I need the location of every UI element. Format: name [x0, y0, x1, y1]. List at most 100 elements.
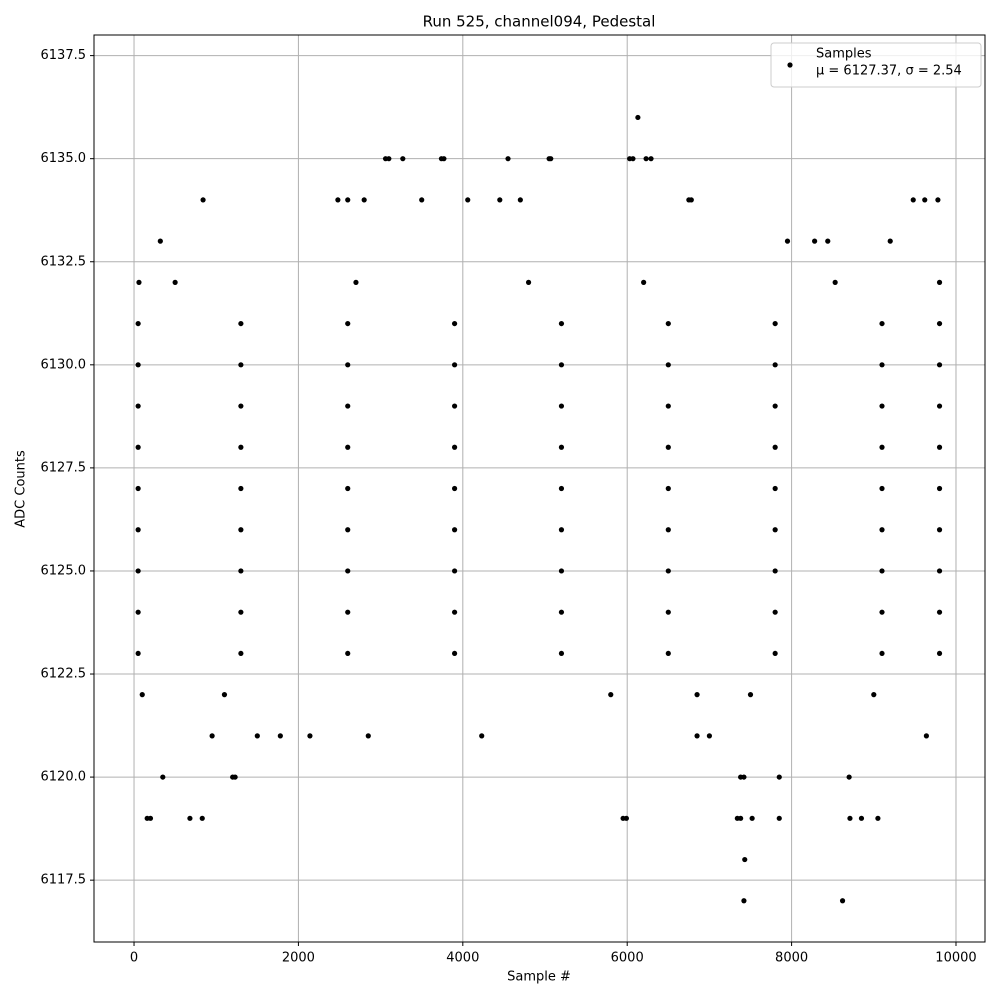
- point: [879, 320, 885, 327]
- point: [875, 815, 881, 821]
- point: [772, 650, 778, 657]
- point: [847, 815, 853, 821]
- point: [451, 527, 458, 533]
- point: [365, 733, 371, 739]
- point: [558, 650, 565, 657]
- point: [345, 568, 351, 574]
- point: [199, 815, 205, 821]
- point: [238, 609, 244, 615]
- point: [345, 527, 351, 533]
- point: [505, 156, 511, 162]
- point: [136, 279, 142, 285]
- legend-label: Samples: [816, 47, 872, 62]
- point: [238, 320, 244, 327]
- point: [209, 733, 215, 739]
- point: [345, 197, 351, 203]
- point: [936, 362, 943, 368]
- point: [419, 197, 425, 203]
- point: [936, 403, 943, 409]
- y-tick-label: 6122.5: [41, 667, 87, 682]
- point: [451, 320, 458, 327]
- point: [812, 238, 818, 244]
- point: [200, 197, 206, 203]
- point: [135, 650, 141, 657]
- point: [221, 692, 228, 698]
- point: [879, 403, 885, 409]
- point: [345, 609, 351, 615]
- point: [345, 444, 351, 450]
- point: [879, 527, 885, 533]
- point: [879, 444, 885, 450]
- point: [936, 527, 943, 533]
- point: [232, 774, 238, 780]
- point: [879, 650, 885, 657]
- y-tick-label: 6135.0: [41, 151, 87, 166]
- point: [936, 279, 943, 285]
- point: [922, 197, 928, 203]
- point: [558, 609, 565, 615]
- point: [238, 444, 244, 450]
- point: [936, 568, 943, 574]
- point: [451, 362, 458, 368]
- point: [742, 856, 748, 863]
- point: [135, 444, 141, 450]
- point: [694, 692, 700, 698]
- point: [517, 197, 523, 203]
- point: [936, 650, 943, 657]
- point: [135, 568, 141, 574]
- point: [147, 815, 154, 821]
- point: [139, 692, 145, 698]
- point: [648, 156, 654, 162]
- y-tick-label: 6120.0: [41, 770, 87, 785]
- point: [772, 444, 778, 450]
- point: [558, 527, 565, 533]
- point: [345, 320, 351, 327]
- point: [558, 403, 565, 409]
- point: [135, 485, 141, 492]
- point: [741, 774, 747, 780]
- chart-title: Run 525, channel094, Pedestal: [423, 13, 656, 31]
- point: [936, 485, 943, 492]
- point: [665, 609, 671, 615]
- x-tick-label: 8000: [775, 951, 808, 966]
- point: [465, 197, 471, 203]
- point: [172, 279, 178, 285]
- point: [307, 733, 313, 739]
- point: [451, 609, 458, 615]
- point: [641, 279, 647, 285]
- point: [741, 898, 747, 904]
- point: [479, 733, 485, 739]
- y-tick-label: 6132.5: [41, 254, 87, 269]
- x-tick-label: 0: [130, 951, 138, 966]
- point: [772, 609, 778, 615]
- y-axis-label: ADC Counts: [14, 450, 29, 528]
- x-tick-label: 10000: [935, 951, 976, 966]
- point: [772, 403, 778, 409]
- point: [772, 527, 778, 533]
- point: [665, 485, 671, 492]
- point: [345, 403, 351, 409]
- point: [238, 362, 244, 368]
- point: [747, 692, 754, 698]
- point: [784, 238, 791, 244]
- point: [630, 156, 636, 162]
- point: [772, 485, 778, 492]
- point: [157, 238, 163, 244]
- point: [254, 733, 260, 739]
- point: [825, 238, 831, 244]
- point: [353, 279, 359, 285]
- point: [665, 568, 671, 574]
- point: [749, 815, 755, 821]
- point: [135, 362, 141, 368]
- point: [451, 485, 458, 492]
- point: [879, 485, 885, 492]
- point: [935, 197, 941, 203]
- point: [335, 197, 341, 203]
- point: [776, 774, 782, 780]
- point: [558, 568, 565, 574]
- x-axis-label: Sample #: [507, 970, 571, 985]
- legend-box: [770, 42, 982, 88]
- point: [386, 156, 392, 162]
- point: [238, 568, 244, 574]
